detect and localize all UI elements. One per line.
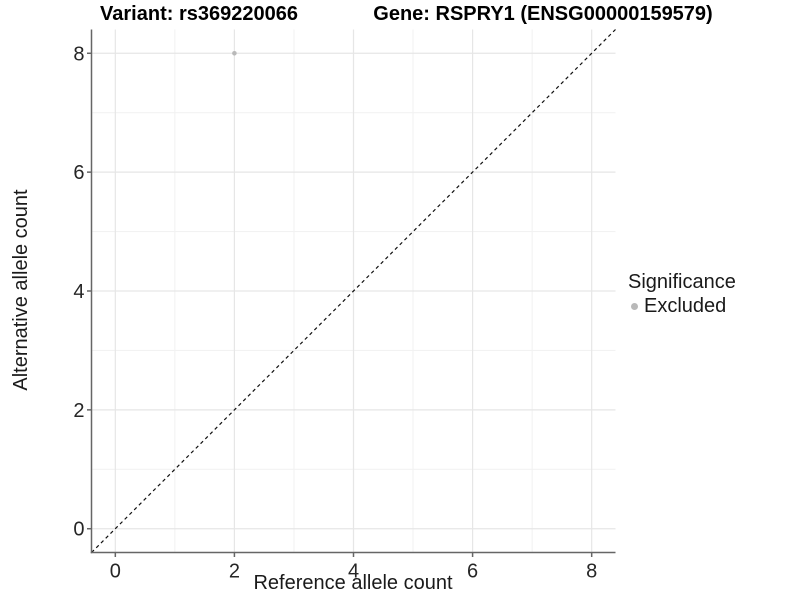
legend: Significance Excluded	[627, 270, 736, 318]
y-axis-title: Alternative allele count	[10, 189, 32, 391]
legend-item-label: Excluded	[644, 295, 727, 317]
tick-marks	[87, 52, 593, 557]
x-axis-title: Reference allele count	[253, 572, 453, 594]
y-tick-labels: 0 2 4 6 8	[73, 43, 84, 540]
plot-title-variant: Variant: rs369220066	[100, 3, 298, 25]
x-tick-labels: 0 2 4 6 8	[110, 561, 597, 583]
svg-text:4: 4	[348, 561, 359, 583]
svg-text:8: 8	[586, 561, 597, 583]
svg-text:6: 6	[467, 561, 478, 583]
grid-major-lines	[91, 29, 616, 553]
svg-text:6: 6	[73, 162, 84, 184]
excluded-point-icon	[631, 303, 638, 310]
svg-text:0: 0	[73, 519, 84, 541]
legend-title: Significance	[628, 271, 736, 293]
data-point-excluded	[232, 50, 237, 56]
svg-text:0: 0	[110, 561, 121, 583]
legend-item-excluded: Excluded	[627, 295, 736, 318]
data-points	[232, 50, 237, 56]
svg-text:4: 4	[73, 281, 84, 303]
svg-text:2: 2	[73, 400, 84, 422]
svg-text:8: 8	[73, 43, 84, 65]
identity-line	[91, 29, 616, 553]
svg-text:2: 2	[229, 561, 240, 583]
plot-title-gene: Gene: RSPRY1 (ENSG00000159579)	[373, 3, 713, 25]
